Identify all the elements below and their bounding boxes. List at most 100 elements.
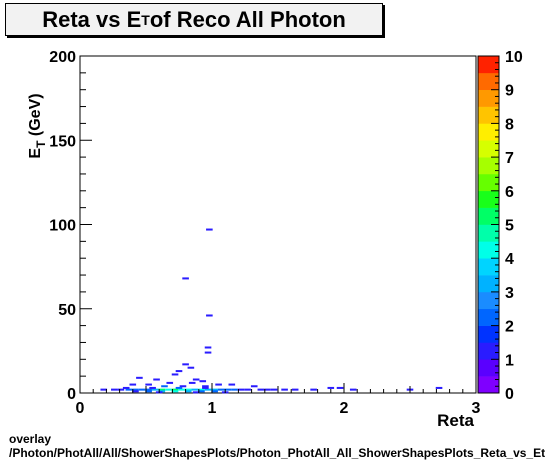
- title-prefix: Reta vs E: [42, 6, 142, 32]
- palette-band: [478, 89, 499, 107]
- heatmap-cell: [215, 383, 222, 386]
- footer-line-2: /Photon/PhotAll/All/ShowerShapesPlots/Ph…: [9, 446, 546, 460]
- heatmap-cell: [132, 390, 139, 393]
- palette-band: [478, 106, 499, 124]
- heatmap-cell: [166, 381, 174, 384]
- z-tick-label: 6: [505, 184, 514, 201]
- palette-band: [478, 72, 499, 90]
- y-tick-label: 200: [49, 49, 76, 66]
- z-tick-label: 7: [505, 150, 514, 167]
- x-axis-label: Reta: [437, 411, 474, 430]
- heatmap-cell: [151, 388, 159, 391]
- heatmap-cell: [175, 386, 183, 389]
- heatmap-cell: [211, 390, 218, 393]
- heatmap-cell: [165, 388, 172, 391]
- x-tick-label: 1: [208, 400, 217, 417]
- palette-band: [478, 325, 499, 343]
- y-axis: 0 50 100 150 200: [49, 49, 92, 403]
- x-tick-label: 2: [340, 400, 349, 417]
- heatmap-cell: [171, 373, 179, 376]
- z-tick-label: 2: [505, 319, 514, 336]
- heatmap-cell: [100, 388, 108, 391]
- heatmap-cell: [187, 366, 195, 369]
- heatmap-cell: [171, 388, 179, 391]
- heatmap-cell: [136, 376, 143, 379]
- z-tick-label: 1: [505, 352, 514, 369]
- z-axis: 0 1 2 3 4 5 6 7 8 9 10: [491, 49, 523, 403]
- y-tick-label: 50: [58, 302, 76, 319]
- heatmap-cell: [192, 378, 200, 381]
- heatmap-cell: [336, 386, 344, 389]
- palette-band: [478, 359, 499, 377]
- heatmap-cell: [224, 388, 232, 391]
- palette-band: [478, 56, 499, 74]
- palette-band: [478, 190, 499, 208]
- title-suffix: of Reco All Photon: [149, 6, 346, 32]
- z-tick-label: 8: [505, 116, 514, 133]
- z-tick-label: 3: [505, 285, 514, 302]
- heatmap-cell: [217, 388, 225, 391]
- y-axis-label-subscript: T: [34, 140, 48, 148]
- heatmap-cell: [202, 385, 209, 388]
- heatmap-cell: [231, 388, 238, 391]
- heatmap-cell: [129, 383, 137, 386]
- heatmap-cell: [184, 390, 192, 393]
- heatmap-cell: [204, 388, 212, 391]
- heatmap-cell: [132, 388, 139, 391]
- heatmap-cell: [161, 385, 168, 388]
- heatmap-cell: [435, 386, 443, 389]
- palette-band: [478, 308, 499, 326]
- plot-frame: [79, 55, 477, 394]
- z-tick-label: 10: [505, 49, 523, 66]
- palette-band: [478, 376, 499, 394]
- heatmap-cell: [198, 388, 205, 391]
- heatmap-cell: [310, 388, 317, 391]
- z-tick-label: 0: [505, 386, 514, 403]
- heatmap-cell: [211, 388, 218, 391]
- palette-band: [478, 342, 499, 360]
- heatmap-cell: [179, 385, 187, 388]
- heatmap-cell: [175, 370, 183, 373]
- heatmap-cell: [206, 228, 213, 231]
- heatmap-cell: [264, 388, 271, 391]
- heatmap-cell: [125, 388, 133, 391]
- heatmap-cell: [237, 388, 245, 391]
- heatmap-cell: [204, 346, 212, 349]
- title-subscript: T: [141, 11, 150, 28]
- y-tick-label: 150: [49, 133, 76, 150]
- heatmap-cell: [158, 388, 166, 391]
- x-tick-label: 3: [472, 400, 481, 417]
- y-axis-label-main: E: [27, 148, 44, 159]
- palette-band: [478, 123, 499, 141]
- heatmap-cell: [206, 314, 213, 317]
- palette-band: [478, 207, 499, 225]
- y-tick-label: 100: [49, 218, 76, 235]
- heatmap-cell: [122, 386, 130, 389]
- heatmap-cell: [145, 388, 152, 391]
- palette-band: [478, 173, 499, 192]
- y-tick-label: 0: [67, 386, 76, 403]
- z-tick-label: 4: [505, 251, 514, 268]
- heatmap-cell: [111, 388, 118, 391]
- heatmap-cell: [117, 388, 125, 391]
- footer-line-1: overlay: [9, 432, 52, 446]
- heatmap-cell: [202, 386, 209, 389]
- heatmap-cell: [145, 383, 152, 386]
- heatmap-cell: [182, 363, 189, 366]
- heatmap-cell: [257, 388, 265, 391]
- z-tick-label: 5: [505, 218, 514, 235]
- palette-band: [478, 291, 499, 310]
- x-tick-label: 0: [76, 400, 85, 417]
- heatmap-cell: [228, 383, 236, 386]
- heatmap-cell: [188, 381, 196, 384]
- heatmap-cell: [244, 388, 251, 391]
- x-axis: 0 1 2 3: [76, 383, 481, 417]
- palette-band: [478, 157, 499, 175]
- heatmap-cell: [327, 386, 335, 389]
- heatmap-cell: [270, 388, 278, 391]
- heatmap-cell: [192, 391, 200, 394]
- heatmap-cell: [171, 390, 179, 393]
- palette-band: [478, 140, 499, 158]
